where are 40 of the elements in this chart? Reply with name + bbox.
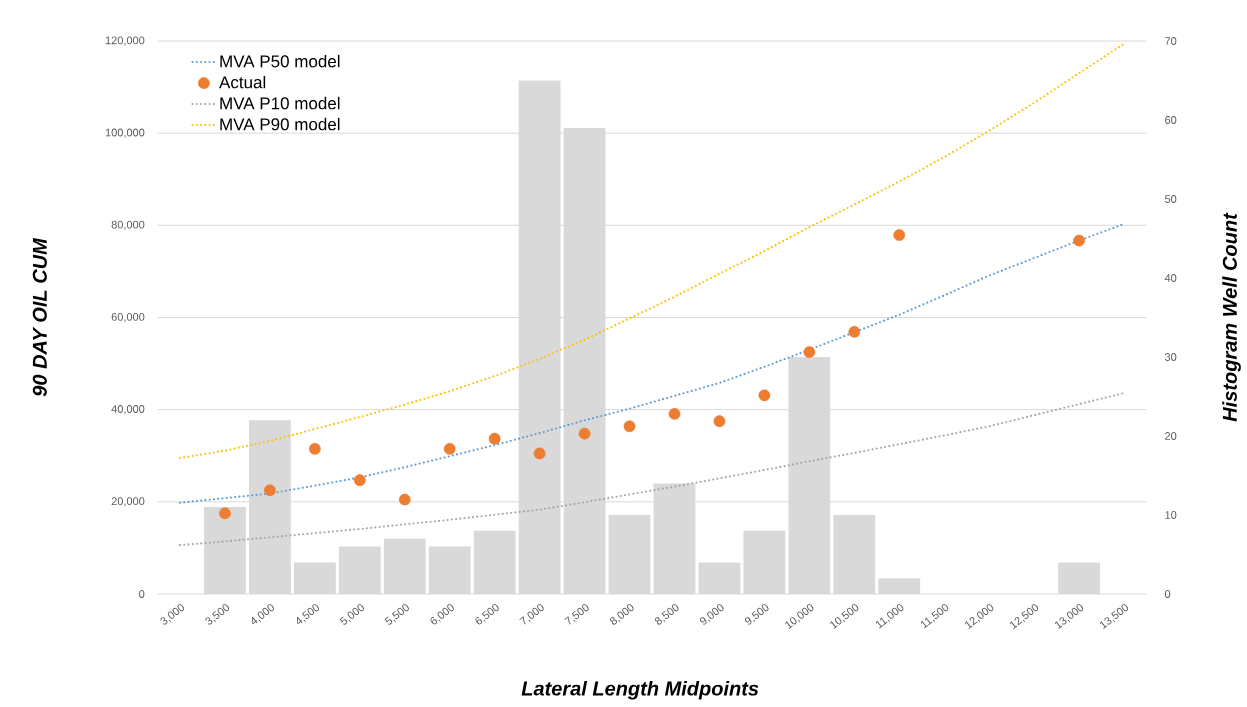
y-axis-title: 90 DAY OIL CUM xyxy=(32,237,47,397)
point xyxy=(893,229,906,241)
y2-tick-label: 30 xyxy=(1164,353,1177,361)
legend-label: MVA P90 model xyxy=(220,117,340,131)
point xyxy=(578,427,591,440)
y2-tick-label: 50 xyxy=(1164,195,1177,203)
point xyxy=(353,474,366,487)
point xyxy=(308,442,321,455)
point xyxy=(803,346,816,358)
y-tick-label: 60,000 xyxy=(111,312,145,323)
y-tick-label: 0 xyxy=(139,590,145,598)
point xyxy=(623,420,636,433)
point xyxy=(398,493,411,506)
point xyxy=(848,325,861,338)
y2-tick-label: 0 xyxy=(1164,590,1171,598)
y-tick-label: 40,000 xyxy=(111,405,145,415)
point xyxy=(533,447,546,460)
legend-label: Actual xyxy=(219,75,266,89)
y-tick-label: 20,000 xyxy=(111,497,145,507)
point xyxy=(668,407,681,420)
point xyxy=(713,415,726,428)
point xyxy=(488,432,501,445)
y2-axis-title: Histogram Well Count xyxy=(1222,212,1241,422)
point xyxy=(443,442,456,455)
line-series xyxy=(178,42,1126,460)
y-tick-label: 100,000 xyxy=(105,128,145,138)
y2-tick-label: 60 xyxy=(1165,116,1177,124)
point xyxy=(264,484,276,497)
legend-label: MVA P10 model xyxy=(220,96,340,110)
y2-tick-label: 70 xyxy=(1165,37,1177,45)
point xyxy=(219,507,231,520)
legend-label: MVA P50 model xyxy=(220,54,340,68)
y-tick-label: 80,000 xyxy=(111,220,145,230)
y2-tick-label: 10 xyxy=(1165,511,1177,519)
y-tick-label: 120,000 xyxy=(105,36,145,46)
point xyxy=(758,389,771,402)
y2-tick-label: 40 xyxy=(1164,274,1177,282)
point xyxy=(1073,234,1085,247)
x-axis-title: Lateral Length Midpoints xyxy=(521,680,759,700)
y2-tick-label: 20 xyxy=(1165,432,1177,440)
